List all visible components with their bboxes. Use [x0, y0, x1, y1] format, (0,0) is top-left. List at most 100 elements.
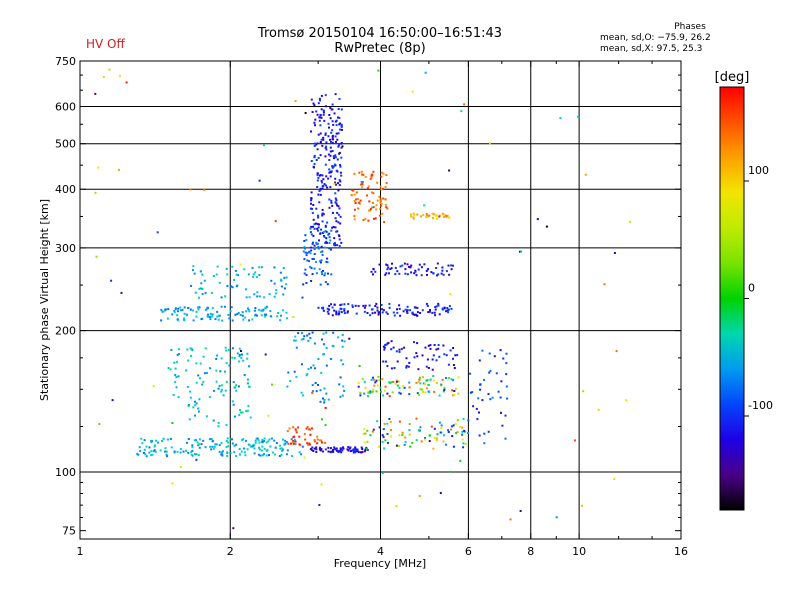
data-point [222, 394, 225, 397]
data-point [192, 309, 194, 312]
data-point [398, 350, 401, 353]
data-point [504, 437, 507, 440]
data-point [431, 358, 434, 361]
data-point [179, 465, 182, 468]
data-point [347, 449, 350, 452]
data-point [406, 273, 409, 276]
data-point [233, 451, 236, 454]
data-point [164, 308, 167, 311]
data-point [366, 447, 369, 450]
data-point [221, 319, 223, 322]
data-point [384, 186, 387, 189]
data-point [447, 308, 450, 311]
data-point [118, 74, 121, 77]
data-point [297, 426, 299, 429]
data-point [353, 193, 356, 196]
data-point [319, 389, 322, 392]
data-point [316, 227, 319, 230]
data-point [384, 203, 387, 206]
data-point [251, 318, 254, 321]
data-point [179, 451, 182, 454]
data-point [177, 375, 180, 378]
data-point [435, 437, 438, 440]
data-point [410, 271, 413, 274]
data-point [246, 352, 249, 355]
data-point [189, 347, 192, 350]
data-point [319, 193, 322, 196]
data-point [320, 371, 323, 374]
data-point [378, 311, 381, 314]
data-point [292, 316, 295, 318]
data-point [279, 271, 282, 274]
data-point [380, 175, 383, 178]
data-point [315, 222, 317, 225]
data-point [378, 445, 381, 448]
data-point [306, 442, 309, 445]
data-point [398, 307, 401, 310]
data-point [241, 438, 244, 441]
data-point [259, 454, 262, 457]
data-point [313, 163, 316, 165]
data-point [165, 450, 168, 453]
data-point [366, 449, 369, 451]
data-point [304, 268, 307, 271]
data-point [398, 445, 401, 447]
data-point [348, 337, 351, 340]
data-point [295, 429, 298, 432]
data-point [320, 245, 323, 248]
data-point [324, 163, 327, 166]
data-point [438, 313, 441, 316]
data-point [169, 368, 172, 371]
data-point [339, 222, 342, 225]
data-point [323, 401, 326, 404]
data-point [449, 470, 452, 473]
data-point [224, 346, 227, 349]
data-point [332, 226, 335, 228]
data-point [171, 313, 174, 316]
data-point [176, 318, 179, 321]
data-point [253, 309, 256, 312]
data-point [150, 441, 153, 444]
data-point [190, 451, 193, 453]
data-point [318, 260, 321, 263]
data-point [211, 313, 214, 316]
data-point [141, 442, 144, 445]
data-point [342, 363, 345, 366]
data-point [381, 378, 384, 381]
data-point [369, 390, 372, 393]
data-point [387, 266, 390, 269]
data-point [282, 448, 285, 451]
data-point [306, 373, 309, 376]
data-point [379, 207, 382, 210]
data-point [398, 304, 401, 307]
data-point [376, 309, 379, 312]
data-point [613, 252, 616, 254]
data-point [191, 349, 194, 351]
data-point [246, 357, 249, 360]
data-point [462, 417, 465, 420]
data-point [342, 447, 345, 450]
data-point [254, 441, 257, 444]
data-point [339, 171, 342, 174]
data-point [433, 436, 436, 439]
data-point [220, 390, 223, 393]
data-point [218, 444, 221, 446]
data-point [372, 192, 375, 195]
data-point [371, 390, 374, 393]
data-point [245, 310, 248, 313]
data-point [257, 439, 260, 442]
data-point [451, 389, 454, 392]
data-point [453, 390, 456, 392]
data-point [273, 453, 276, 456]
data-point [258, 308, 260, 311]
data-point [250, 445, 253, 448]
data-point [392, 380, 395, 383]
data-point [340, 303, 343, 306]
data-point [188, 404, 190, 406]
data-point [110, 279, 113, 282]
data-point [362, 219, 365, 221]
data-point [386, 365, 389, 367]
data-point [209, 367, 211, 370]
data-point [209, 312, 212, 315]
data-point [385, 182, 388, 185]
